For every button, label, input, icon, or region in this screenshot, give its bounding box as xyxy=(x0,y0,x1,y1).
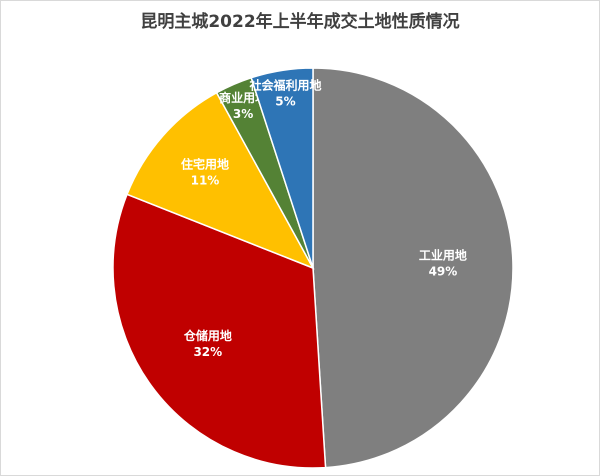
pie-slice xyxy=(312,67,514,469)
slice-value-label: 11% xyxy=(191,173,220,187)
slice-category-label: 工业用地 xyxy=(419,247,467,262)
pie-slice xyxy=(250,67,314,269)
slice-category-label: 仓储用地 xyxy=(183,328,232,343)
pie-slice xyxy=(126,91,315,270)
slice-category-label: 住宅用地 xyxy=(181,156,229,171)
slice-value-label: 5% xyxy=(275,95,295,109)
chart-title: 昆明主城2022年上半年成交土地性质情况 xyxy=(140,11,459,32)
slice-value-label: 32% xyxy=(193,345,222,359)
slice-value-label: 49% xyxy=(429,264,458,278)
pie-slice xyxy=(112,193,327,469)
slice-category-label: 商业用地 xyxy=(219,90,267,105)
slice-category-label: 社会福利用地 xyxy=(248,78,321,93)
slice-value-label: 3% xyxy=(233,107,253,121)
